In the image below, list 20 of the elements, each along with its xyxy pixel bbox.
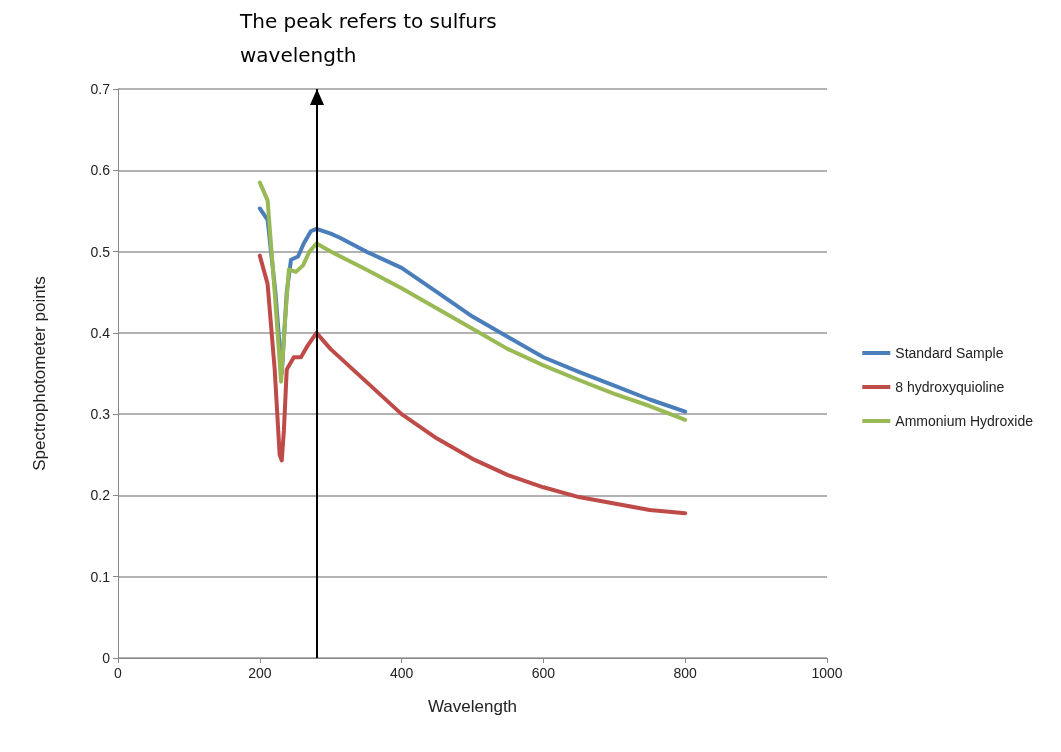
y-axis-title: Spectrophotometer points xyxy=(30,276,49,471)
x-tick-label: 600 xyxy=(531,665,556,681)
y-tick-label: 0.7 xyxy=(90,81,111,97)
x-tick-label: 200 xyxy=(248,665,272,681)
x-tick-label: 400 xyxy=(389,665,414,681)
line-series xyxy=(257,253,688,516)
y-tick-label: 0.3 xyxy=(90,406,111,423)
y-tick-label: 0.4 xyxy=(90,324,111,341)
x-tick-label: 1000 xyxy=(811,665,843,681)
legend-label: Ammonium Hydroxide xyxy=(895,413,1034,429)
x-axis-title: Wavelength xyxy=(427,697,518,716)
legend-label: 8 hydroxyquioline xyxy=(895,379,1005,395)
y-tick-label: 0.5 xyxy=(90,243,111,260)
x-tick-label: 800 xyxy=(673,665,698,681)
y-tick-label: 0.2 xyxy=(90,487,111,504)
legend-label: Standard Sample xyxy=(895,345,1004,361)
y-tick-label: 0.6 xyxy=(90,162,111,179)
y-tick-label: 0 xyxy=(102,650,111,666)
x-tick-label: 0 xyxy=(114,665,123,681)
y-tick-label: 0.1 xyxy=(90,568,111,585)
